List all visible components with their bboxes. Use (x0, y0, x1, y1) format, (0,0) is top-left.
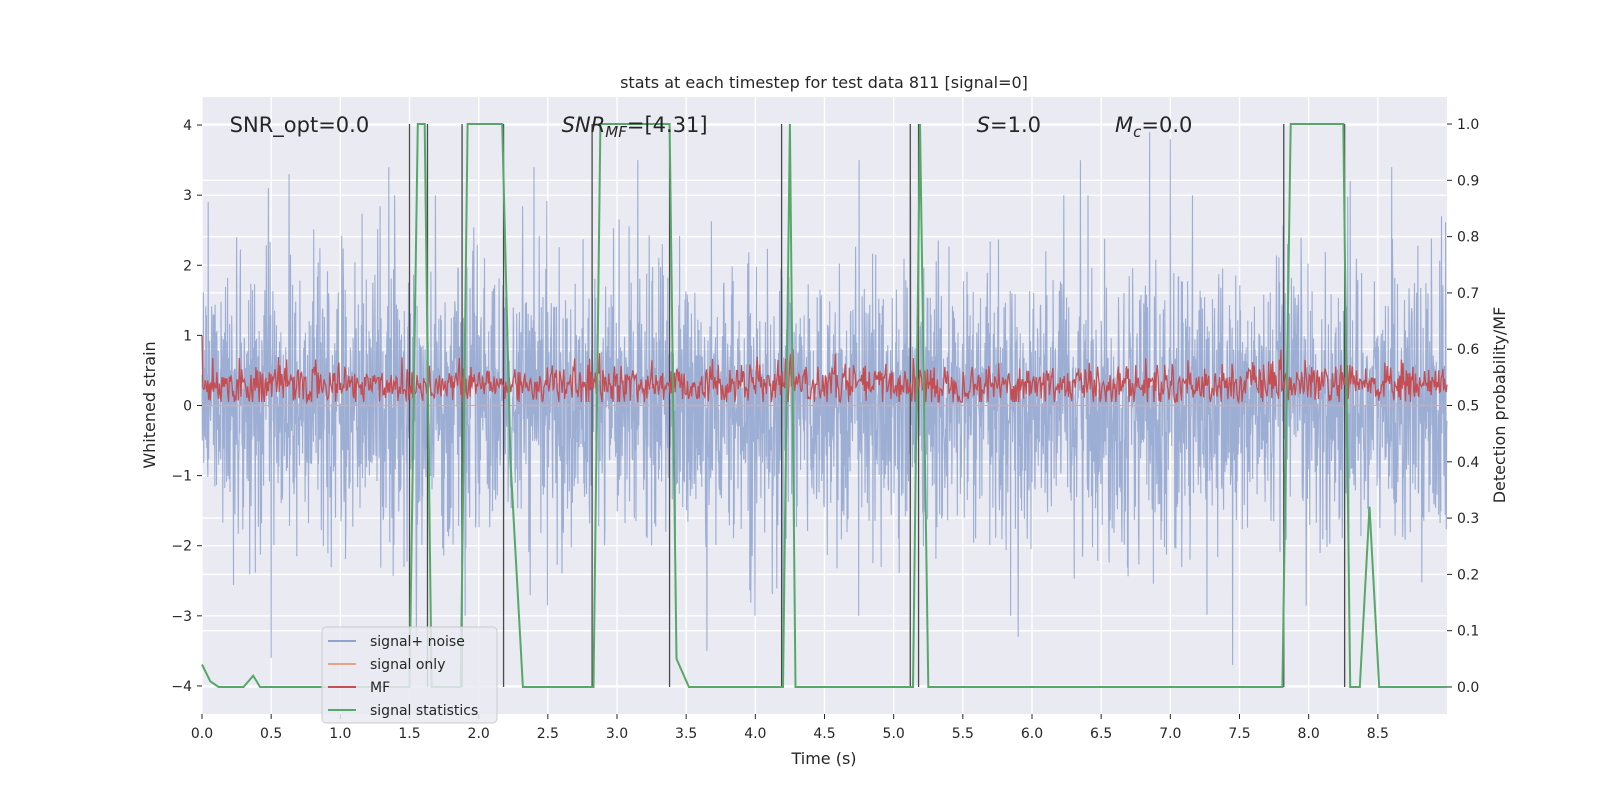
legend-label: signal+ noise (370, 634, 465, 650)
annotation-mc: Mc=0.0 (1115, 113, 1192, 141)
y-right-tick-label: 0.0 (1457, 680, 1479, 696)
x-tick-label: 8.5 (1367, 726, 1389, 742)
x-tick-label: 7.5 (1228, 726, 1250, 742)
y-left-tick-label: 0 (183, 399, 192, 415)
y-right-tick-label: 0.9 (1457, 173, 1479, 189)
x-tick-label: 1.0 (329, 726, 351, 742)
y-left-tick-label: 1 (183, 328, 192, 344)
y-right-tick-label: 0.4 (1457, 455, 1479, 471)
annotation-s: S=1.0 (977, 113, 1041, 137)
y-right-tick-label: 0.2 (1457, 567, 1479, 583)
x-tick-label: 2.5 (537, 726, 559, 742)
x-tick-label: 0.5 (260, 726, 282, 742)
annotation-layer: SNR_opt=0.0 SNRMF=[4.31] S=1.0 Mc=0.0 (230, 113, 1193, 141)
annotation-snr_opt: SNR_opt=0.0 (230, 113, 370, 138)
y-left-tick-label: 4 (183, 118, 192, 134)
x-tick-label: 3.0 (606, 726, 628, 742)
x-tick-label: 4.5 (813, 726, 835, 742)
y-right-tick-label: 0.6 (1457, 342, 1479, 358)
x-tick-label: 7.0 (1159, 726, 1181, 742)
legend-label: MF (370, 680, 390, 696)
x-tick-label: 3.5 (675, 726, 697, 742)
x-tick-label: 1.5 (398, 726, 420, 742)
x-tick-label: 4.0 (744, 726, 766, 742)
legend-box (321, 626, 498, 724)
x-tick-label: 5.0 (883, 726, 905, 742)
y-right-tick-label: 1.0 (1457, 117, 1479, 133)
x-tick-label: 8.0 (1298, 726, 1320, 742)
x-tick-label: 0.0 (191, 726, 213, 742)
tick-layer: 0.0 0.5 1.0 1.5 2.0 2.5 3.0 3.5 4.0 4.5 5.0 5.5 6.0 6… (171, 117, 1479, 742)
annotation-snr_mf: SNRMF=[4.31] (562, 113, 708, 141)
x-axis-label: Time (s) (790, 749, 856, 768)
x-tick-label: 2.0 (468, 726, 490, 742)
y-left-tick-label: −2 (171, 539, 192, 555)
y-left-tick-label: −1 (171, 469, 192, 485)
y-left-tick-label: −4 (171, 679, 192, 695)
legend: signal+ noise signal only MF signal statist… (321, 626, 498, 724)
x-tick-label: 6.5 (1090, 726, 1112, 742)
y-right-tick-label: 0.8 (1457, 230, 1479, 246)
legend-label: signal statistics (370, 703, 478, 719)
y-axis-label-left: Whitened strain (140, 341, 159, 468)
y-left-tick-label: −3 (171, 609, 192, 625)
y-right-tick-label: 0.1 (1457, 624, 1479, 640)
y-left-tick-label: 3 (183, 188, 192, 204)
y-left-tick-label: 2 (183, 258, 192, 274)
data-layer (201, 123, 1448, 688)
legend-label: signal only (370, 657, 445, 673)
series-signal-statistics (201, 123, 1447, 688)
y-right-tick-label: 0.7 (1457, 286, 1479, 302)
y-right-tick-label: 0.3 (1457, 511, 1479, 527)
x-tick-label: 6.0 (1021, 726, 1043, 742)
y-axis-label-right: Detection probability/MF (1490, 307, 1509, 504)
chart-title: stats at each timestep for test data 811… (620, 73, 1028, 92)
series-mf (201, 335, 1448, 405)
x-tick-label: 5.5 (952, 726, 974, 742)
y-right-tick-label: 0.5 (1457, 399, 1479, 415)
